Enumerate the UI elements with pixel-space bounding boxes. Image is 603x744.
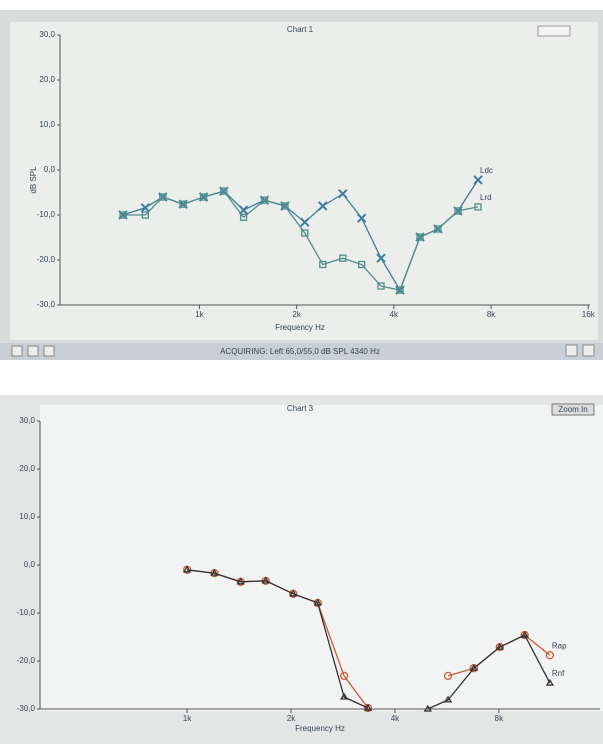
- x-tick-label: 2k: [292, 310, 301, 319]
- y-tick-label: -10,0: [37, 210, 56, 219]
- tool-button[interactable]: [12, 346, 22, 356]
- y-tick-label: -10,0: [17, 608, 36, 617]
- page: Chart 1 Frequency Hz dB SPL ACQUIRING: L…: [0, 0, 603, 744]
- legend-label: Ldc: [480, 166, 493, 175]
- x-tick-label: 2k: [287, 714, 296, 723]
- legend-label: Rnf: [552, 669, 565, 678]
- zoom-button-label: Zoom In: [558, 405, 587, 414]
- x-tick-label: 16k: [582, 310, 596, 319]
- tool-button[interactable]: [28, 346, 38, 356]
- legend-label: Lrd: [480, 193, 492, 202]
- x-tick-label: 8k: [495, 714, 504, 723]
- tool-button[interactable]: [583, 345, 594, 356]
- y-tick-label: 30,0: [39, 30, 55, 39]
- x-tick-label: 4k: [391, 714, 400, 723]
- y-axis-label: dB SPL: [29, 166, 38, 194]
- y-tick-label: 30,0: [19, 416, 35, 425]
- y-tick-label: -20,0: [37, 255, 56, 264]
- x-axis-label: Frequency Hz: [295, 724, 345, 733]
- chart: Chart 1 Frequency Hz dB SPL ACQUIRING: L…: [0, 10, 603, 360]
- x-axis-label: Frequency Hz: [275, 323, 325, 332]
- zoom-button[interactable]: [538, 26, 570, 36]
- y-tick-label: 20,0: [19, 464, 35, 473]
- tool-button[interactable]: [566, 345, 577, 356]
- status-text: ACQUIRING: Left 65,0/55,0 dB SPL 4340 Hz: [220, 347, 380, 356]
- x-tick-label: 8k: [487, 310, 496, 319]
- chart: Zoom In Chart 3 Frequency Hz 30,0 20,0 10,…: [0, 395, 603, 744]
- x-tick-label: 1k: [195, 310, 204, 319]
- y-tick-label: 0,0: [24, 560, 36, 569]
- y-tick-label: -30,0: [17, 704, 36, 713]
- y-tick-label: -30,0: [37, 300, 56, 309]
- legend-label: Rap: [552, 641, 567, 650]
- plot-panel: [10, 22, 598, 340]
- y-tick-label: 10,0: [19, 512, 35, 521]
- plot-panel: [40, 405, 603, 711]
- x-tick-label: 1k: [183, 714, 192, 723]
- chart-title: Chart 1: [287, 25, 314, 34]
- tool-button[interactable]: [44, 346, 54, 356]
- y-tick-label: 20,0: [39, 75, 55, 84]
- chart-title: Chart 3: [287, 404, 314, 413]
- x-tick-label: 4k: [390, 310, 399, 319]
- y-tick-label: -20,0: [17, 656, 36, 665]
- y-tick-label: 10,0: [39, 120, 55, 129]
- y-tick-label: 0,0: [44, 165, 56, 174]
